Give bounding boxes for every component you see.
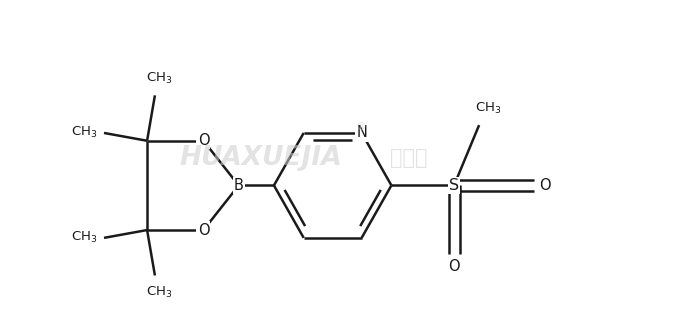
Text: S: S (449, 178, 459, 193)
Text: CH$_3$: CH$_3$ (475, 100, 502, 116)
Text: O: O (448, 258, 460, 274)
Text: CH$_3$: CH$_3$ (72, 230, 98, 246)
Text: N: N (356, 125, 367, 140)
Text: O: O (539, 178, 551, 193)
Text: 化学帮: 化学帮 (390, 148, 428, 168)
Text: ®: ® (355, 122, 366, 132)
Text: B: B (234, 178, 244, 193)
Text: HUAXUEJIA: HUAXUEJIA (179, 145, 342, 171)
Text: CH$_3$: CH$_3$ (146, 285, 172, 300)
Text: O: O (197, 133, 209, 148)
Text: CH$_3$: CH$_3$ (72, 125, 98, 141)
Text: CH$_3$: CH$_3$ (146, 71, 172, 86)
Text: O: O (197, 222, 209, 238)
